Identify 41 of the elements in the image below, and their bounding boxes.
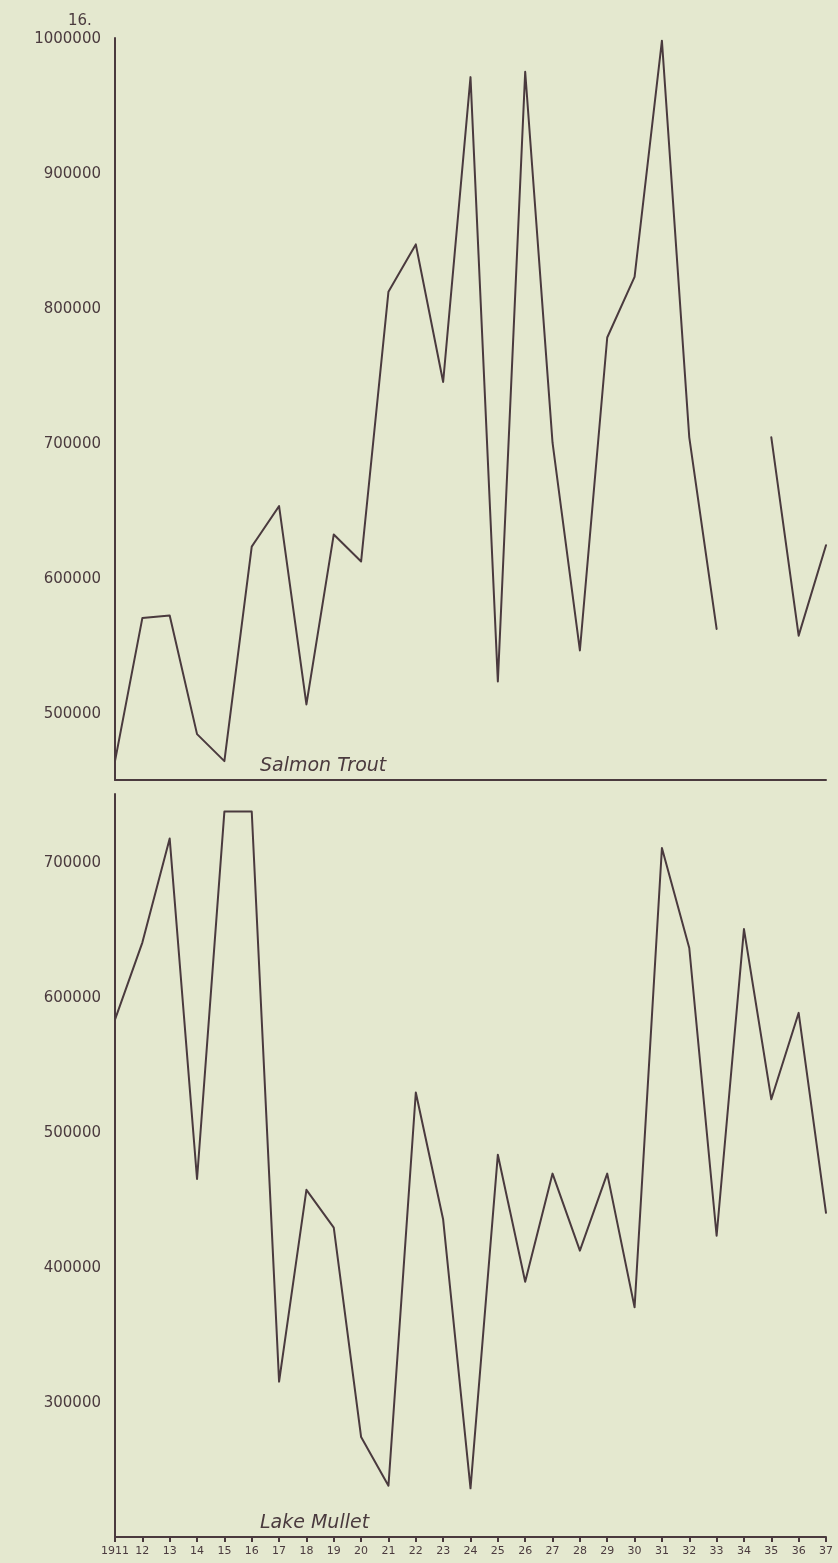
x-tick-label: 33 — [709, 1544, 724, 1557]
y-tick-label: 600000 — [43, 987, 101, 1006]
x-tick-label: 20 — [354, 1544, 369, 1557]
x-tick-label: 16 — [244, 1544, 259, 1557]
x-tick-label: 1911 — [101, 1544, 129, 1557]
x-tick-label: 30 — [627, 1544, 642, 1557]
x-tick-label: 18 — [299, 1544, 314, 1557]
x-tick-label: 13 — [162, 1544, 177, 1557]
x-tick-label: 28 — [572, 1544, 587, 1557]
text: 16. — [68, 10, 92, 29]
x-tick-label: 34 — [736, 1544, 751, 1557]
y-tick-label: 300000 — [43, 1392, 101, 1411]
x-tick-label: 27 — [545, 1544, 560, 1557]
y-tick-label: 600000 — [43, 568, 101, 587]
x-tick-label: 31 — [654, 1544, 669, 1557]
y-tick-label: 1000000 — [34, 29, 101, 47]
y-tick-label: 500000 — [43, 703, 101, 722]
text: Lake Mullet — [260, 1509, 371, 1532]
x-tick-label: 19 — [326, 1544, 341, 1557]
x-tick-label: 32 — [682, 1544, 697, 1557]
y-tick-label: 700000 — [43, 433, 101, 452]
x-tick-label: 23 — [436, 1544, 451, 1557]
x-tick-label: 25 — [490, 1544, 505, 1557]
x-tick-label: 26 — [518, 1544, 533, 1557]
x-tick-label: 36 — [791, 1544, 806, 1557]
x-tick-label: 12 — [135, 1544, 150, 1557]
x-tick-label: 24 — [463, 1544, 478, 1557]
text: Salmon Trout — [260, 752, 388, 775]
y-tick-label: 900000 — [43, 163, 101, 182]
y-tick-label: 500000 — [43, 1122, 101, 1141]
y-tick-label: 700000 — [43, 852, 101, 871]
x-tick-label: 35 — [764, 1544, 779, 1557]
y-tick-label: 800000 — [43, 298, 101, 317]
y-tick-label: 400000 — [43, 1257, 101, 1276]
x-tick-label: 29 — [600, 1544, 615, 1557]
x-tick-label: 21 — [381, 1544, 396, 1557]
x-tick-label: 17 — [272, 1544, 287, 1557]
x-tick-label: 14 — [190, 1544, 205, 1557]
x-tick-label: 15 — [217, 1544, 232, 1557]
x-tick-label: 22 — [408, 1544, 423, 1557]
x-tick-label: 37 — [819, 1544, 833, 1557]
